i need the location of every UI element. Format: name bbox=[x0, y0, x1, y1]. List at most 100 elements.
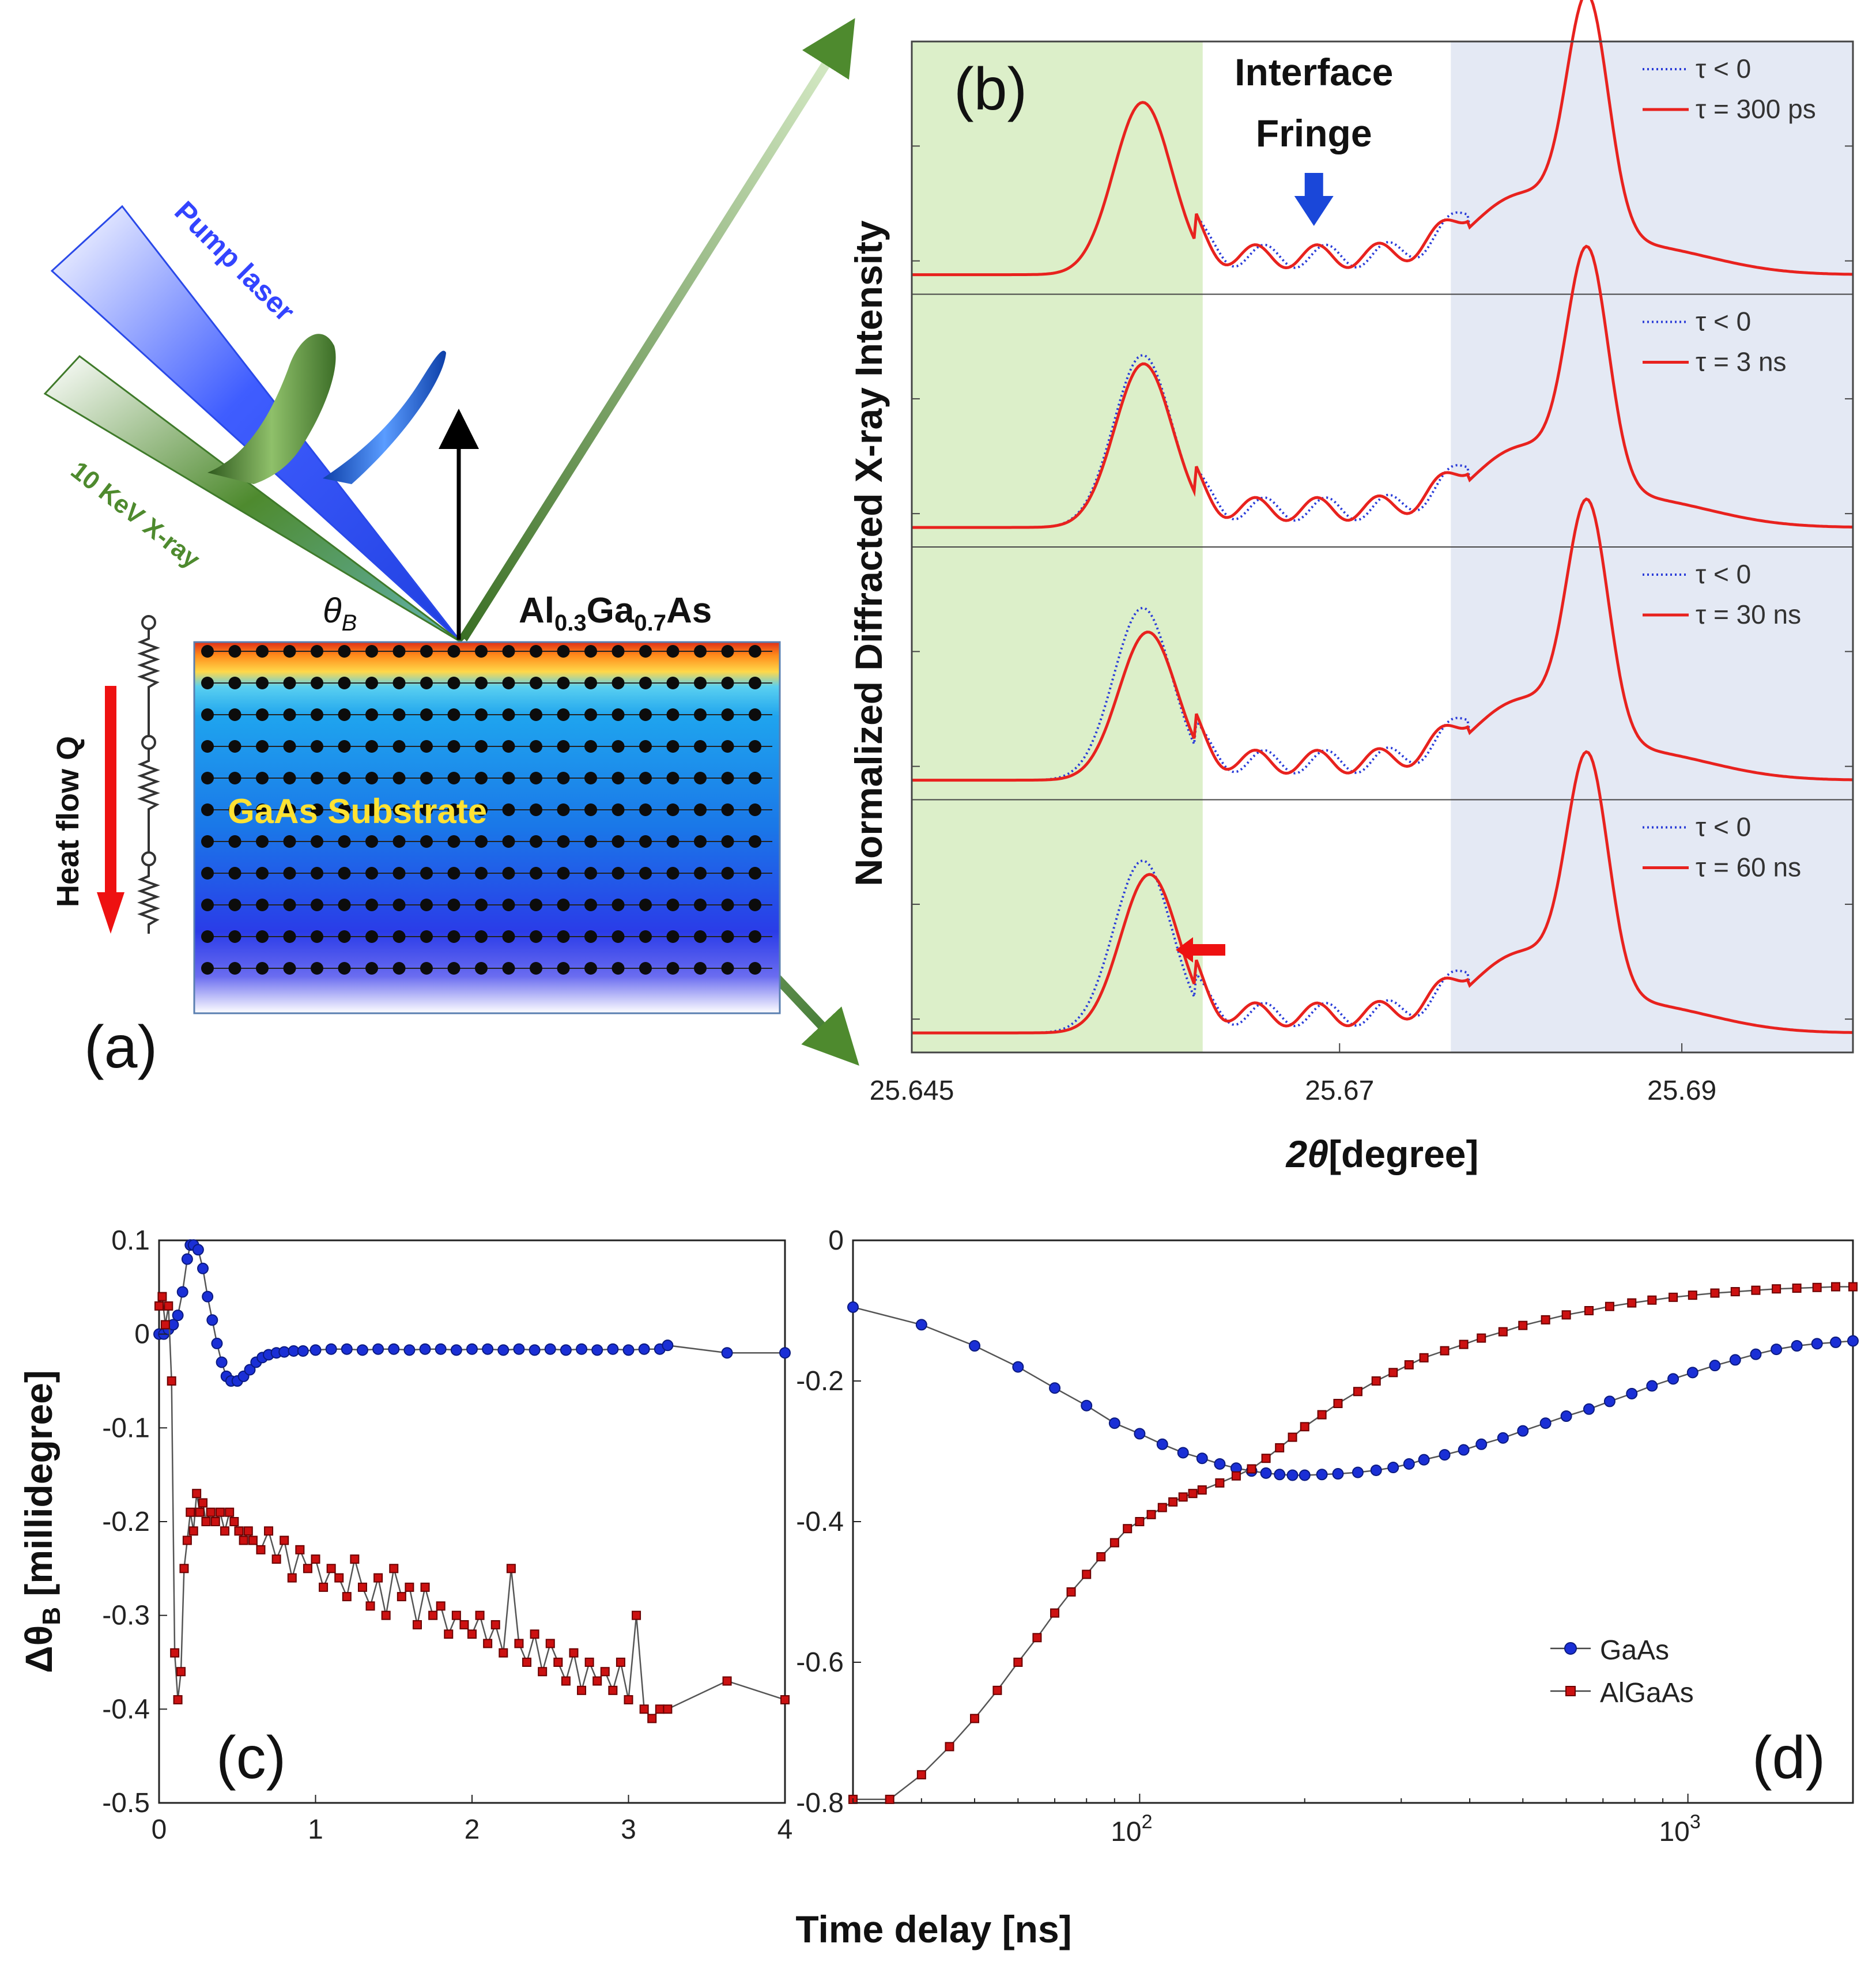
point-algaas bbox=[198, 1498, 208, 1508]
lattice-atom bbox=[228, 772, 241, 784]
lattice-atom bbox=[749, 645, 761, 658]
lattice-atom bbox=[228, 803, 241, 816]
x-tick-label: 2 bbox=[465, 1814, 480, 1845]
lattice-atom bbox=[365, 708, 378, 721]
lattice-atom bbox=[694, 835, 707, 848]
point-algaas bbox=[545, 1639, 555, 1648]
lattice-atom bbox=[311, 803, 323, 816]
point-algaas bbox=[483, 1639, 493, 1648]
point-algaas bbox=[459, 1620, 469, 1629]
point-gaas bbox=[216, 1356, 228, 1368]
point-algaas bbox=[389, 1564, 399, 1573]
lattice-atom bbox=[311, 962, 323, 975]
lattice-atom bbox=[420, 962, 433, 975]
point-algaas bbox=[170, 1648, 180, 1658]
lattice-atom bbox=[639, 708, 652, 721]
legend-label-reference: τ < 0 bbox=[1696, 559, 1751, 589]
lattice-atom bbox=[666, 930, 680, 943]
legend-label-pumped: τ = 300 ps bbox=[1696, 94, 1816, 124]
lattice-atom bbox=[612, 835, 625, 848]
point-gaas bbox=[591, 1344, 603, 1356]
point-algaas bbox=[373, 1573, 383, 1583]
point-algaas bbox=[303, 1564, 312, 1573]
point-algaas bbox=[490, 1620, 500, 1629]
point-algaas bbox=[467, 1629, 477, 1639]
point-gaas bbox=[1403, 1458, 1415, 1470]
point-algaas bbox=[157, 1292, 167, 1301]
point-algaas bbox=[1275, 1443, 1285, 1452]
point-algaas bbox=[210, 1517, 220, 1526]
plot-frame bbox=[158, 1239, 786, 1804]
point-algaas bbox=[506, 1564, 516, 1573]
lattice-atom bbox=[201, 962, 214, 975]
point-gaas bbox=[1667, 1373, 1679, 1385]
lattice-atom bbox=[557, 677, 570, 689]
lattice-atom bbox=[338, 677, 351, 689]
lattice-atom bbox=[228, 677, 241, 689]
point-gaas bbox=[1332, 1468, 1344, 1480]
lattice-atom bbox=[447, 677, 460, 689]
point-algaas bbox=[1353, 1387, 1362, 1397]
lattice-atom bbox=[365, 930, 378, 943]
lattice-atom bbox=[201, 645, 214, 658]
point-algaas bbox=[154, 1301, 164, 1311]
point-algaas bbox=[1404, 1360, 1414, 1369]
point-algaas bbox=[1440, 1346, 1450, 1356]
lattice-atom bbox=[639, 899, 652, 911]
lattice-atom bbox=[338, 899, 351, 911]
point-gaas bbox=[638, 1343, 650, 1355]
legend-label-pumped: τ = 30 ns bbox=[1696, 599, 1801, 629]
point-gaas bbox=[419, 1343, 431, 1355]
point-algaas bbox=[195, 1507, 205, 1517]
lattice-atom bbox=[502, 962, 515, 975]
point-algaas bbox=[176, 1667, 186, 1677]
heat-flow-label: Heat flow Q bbox=[51, 736, 85, 907]
lattice-atom bbox=[392, 899, 406, 911]
point-gaas bbox=[1729, 1354, 1741, 1366]
point-gaas bbox=[197, 1262, 209, 1274]
lattice-atom bbox=[283, 835, 296, 848]
lattice-atom bbox=[283, 772, 296, 784]
point-algaas bbox=[1146, 1510, 1156, 1519]
point-algaas bbox=[1688, 1290, 1697, 1300]
y-tick-label: 0 bbox=[134, 1319, 150, 1350]
point-algaas bbox=[264, 1526, 274, 1536]
point-algaas bbox=[1050, 1608, 1060, 1618]
panel-b-label: (b) bbox=[954, 56, 1027, 123]
point-gaas bbox=[576, 1343, 588, 1355]
lattice-atom bbox=[447, 772, 460, 784]
point-gaas bbox=[1352, 1466, 1364, 1478]
heat-flow-arrowhead bbox=[97, 892, 124, 934]
point-gaas bbox=[662, 1339, 674, 1352]
point-algaas bbox=[1371, 1376, 1381, 1386]
point-algaas bbox=[186, 1507, 195, 1517]
diffracted-xray-beam bbox=[457, 18, 855, 645]
point-algaas bbox=[1584, 1306, 1594, 1315]
lattice-atom bbox=[283, 962, 296, 975]
lattice-atom bbox=[694, 930, 707, 943]
lattice-atom bbox=[530, 740, 542, 753]
point-algaas bbox=[1647, 1295, 1657, 1305]
point-algaas bbox=[663, 1704, 673, 1714]
lattice-atom bbox=[612, 677, 625, 689]
point-algaas bbox=[945, 1742, 954, 1752]
point-algaas bbox=[311, 1554, 320, 1564]
lattice-atom bbox=[338, 740, 351, 753]
point-gaas bbox=[1108, 1417, 1120, 1429]
lattice-atom bbox=[283, 803, 296, 816]
point-gaas bbox=[622, 1344, 635, 1356]
point-algaas bbox=[561, 1676, 571, 1686]
x-tick-label: 102 bbox=[1111, 1811, 1152, 1847]
point-algaas bbox=[1215, 1478, 1225, 1488]
point-gaas bbox=[211, 1337, 223, 1349]
x-tick-label: 4 bbox=[777, 1814, 793, 1845]
lattice-atom bbox=[420, 835, 433, 848]
lattice-atom bbox=[420, 740, 433, 753]
point-gaas bbox=[1583, 1403, 1595, 1415]
lattice-atom bbox=[447, 740, 460, 753]
point-gaas bbox=[482, 1343, 494, 1355]
x-tick-exp: 2 bbox=[1142, 1811, 1153, 1833]
lattice-atom bbox=[311, 772, 323, 784]
x-tick-base: 10 bbox=[1111, 1817, 1141, 1847]
lattice-atom bbox=[475, 708, 488, 721]
